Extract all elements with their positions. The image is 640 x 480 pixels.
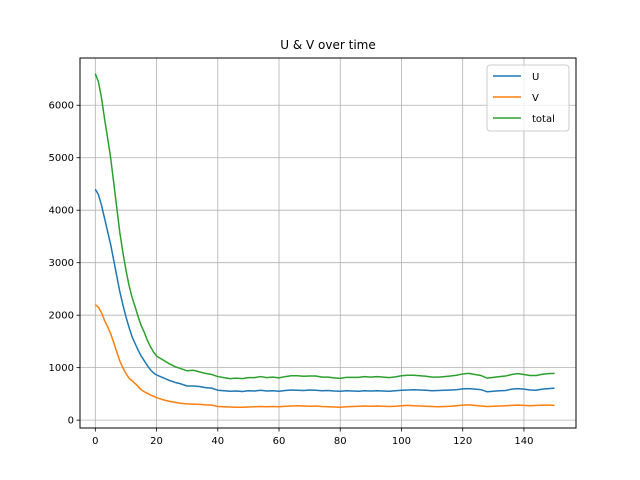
series-lines [94, 73, 555, 409]
x-tick-label: 140 [514, 436, 533, 447]
x-tick-label: 120 [453, 436, 472, 447]
y-tick-label: 1000 [49, 363, 74, 374]
series-line-U [94, 188, 555, 393]
legend-box [486, 64, 570, 132]
y-tick-label: 4000 [49, 206, 74, 217]
y-tick-label: 5000 [49, 153, 74, 164]
x-tick-label: 80 [334, 436, 347, 447]
x-tick-label: 20 [150, 436, 163, 447]
y-tick-label: 2000 [49, 311, 74, 322]
x-tick-label: 60 [273, 436, 286, 447]
x-tick-label: 40 [211, 436, 224, 447]
y-tick-label: 6000 [49, 101, 74, 112]
series-line-V [94, 304, 555, 409]
grid [80, 58, 576, 428]
x-tick-label: 100 [392, 436, 411, 447]
y-tick-label: 3000 [49, 258, 74, 269]
chart-title: U & V over time [280, 38, 375, 52]
y-tick-label: 0 [68, 416, 74, 427]
legend-label-U: U [532, 72, 539, 83]
axis-ticks: 0 20 40 60 80 100 120 140 0 1000 2000 3000 4000 5000 6… [49, 101, 534, 447]
series-line-total [94, 73, 555, 380]
legend-label-total: total [532, 114, 555, 125]
x-tick-label: 0 [92, 436, 98, 447]
plot-frame [79, 57, 577, 429]
legend-label-V: V [532, 93, 539, 104]
